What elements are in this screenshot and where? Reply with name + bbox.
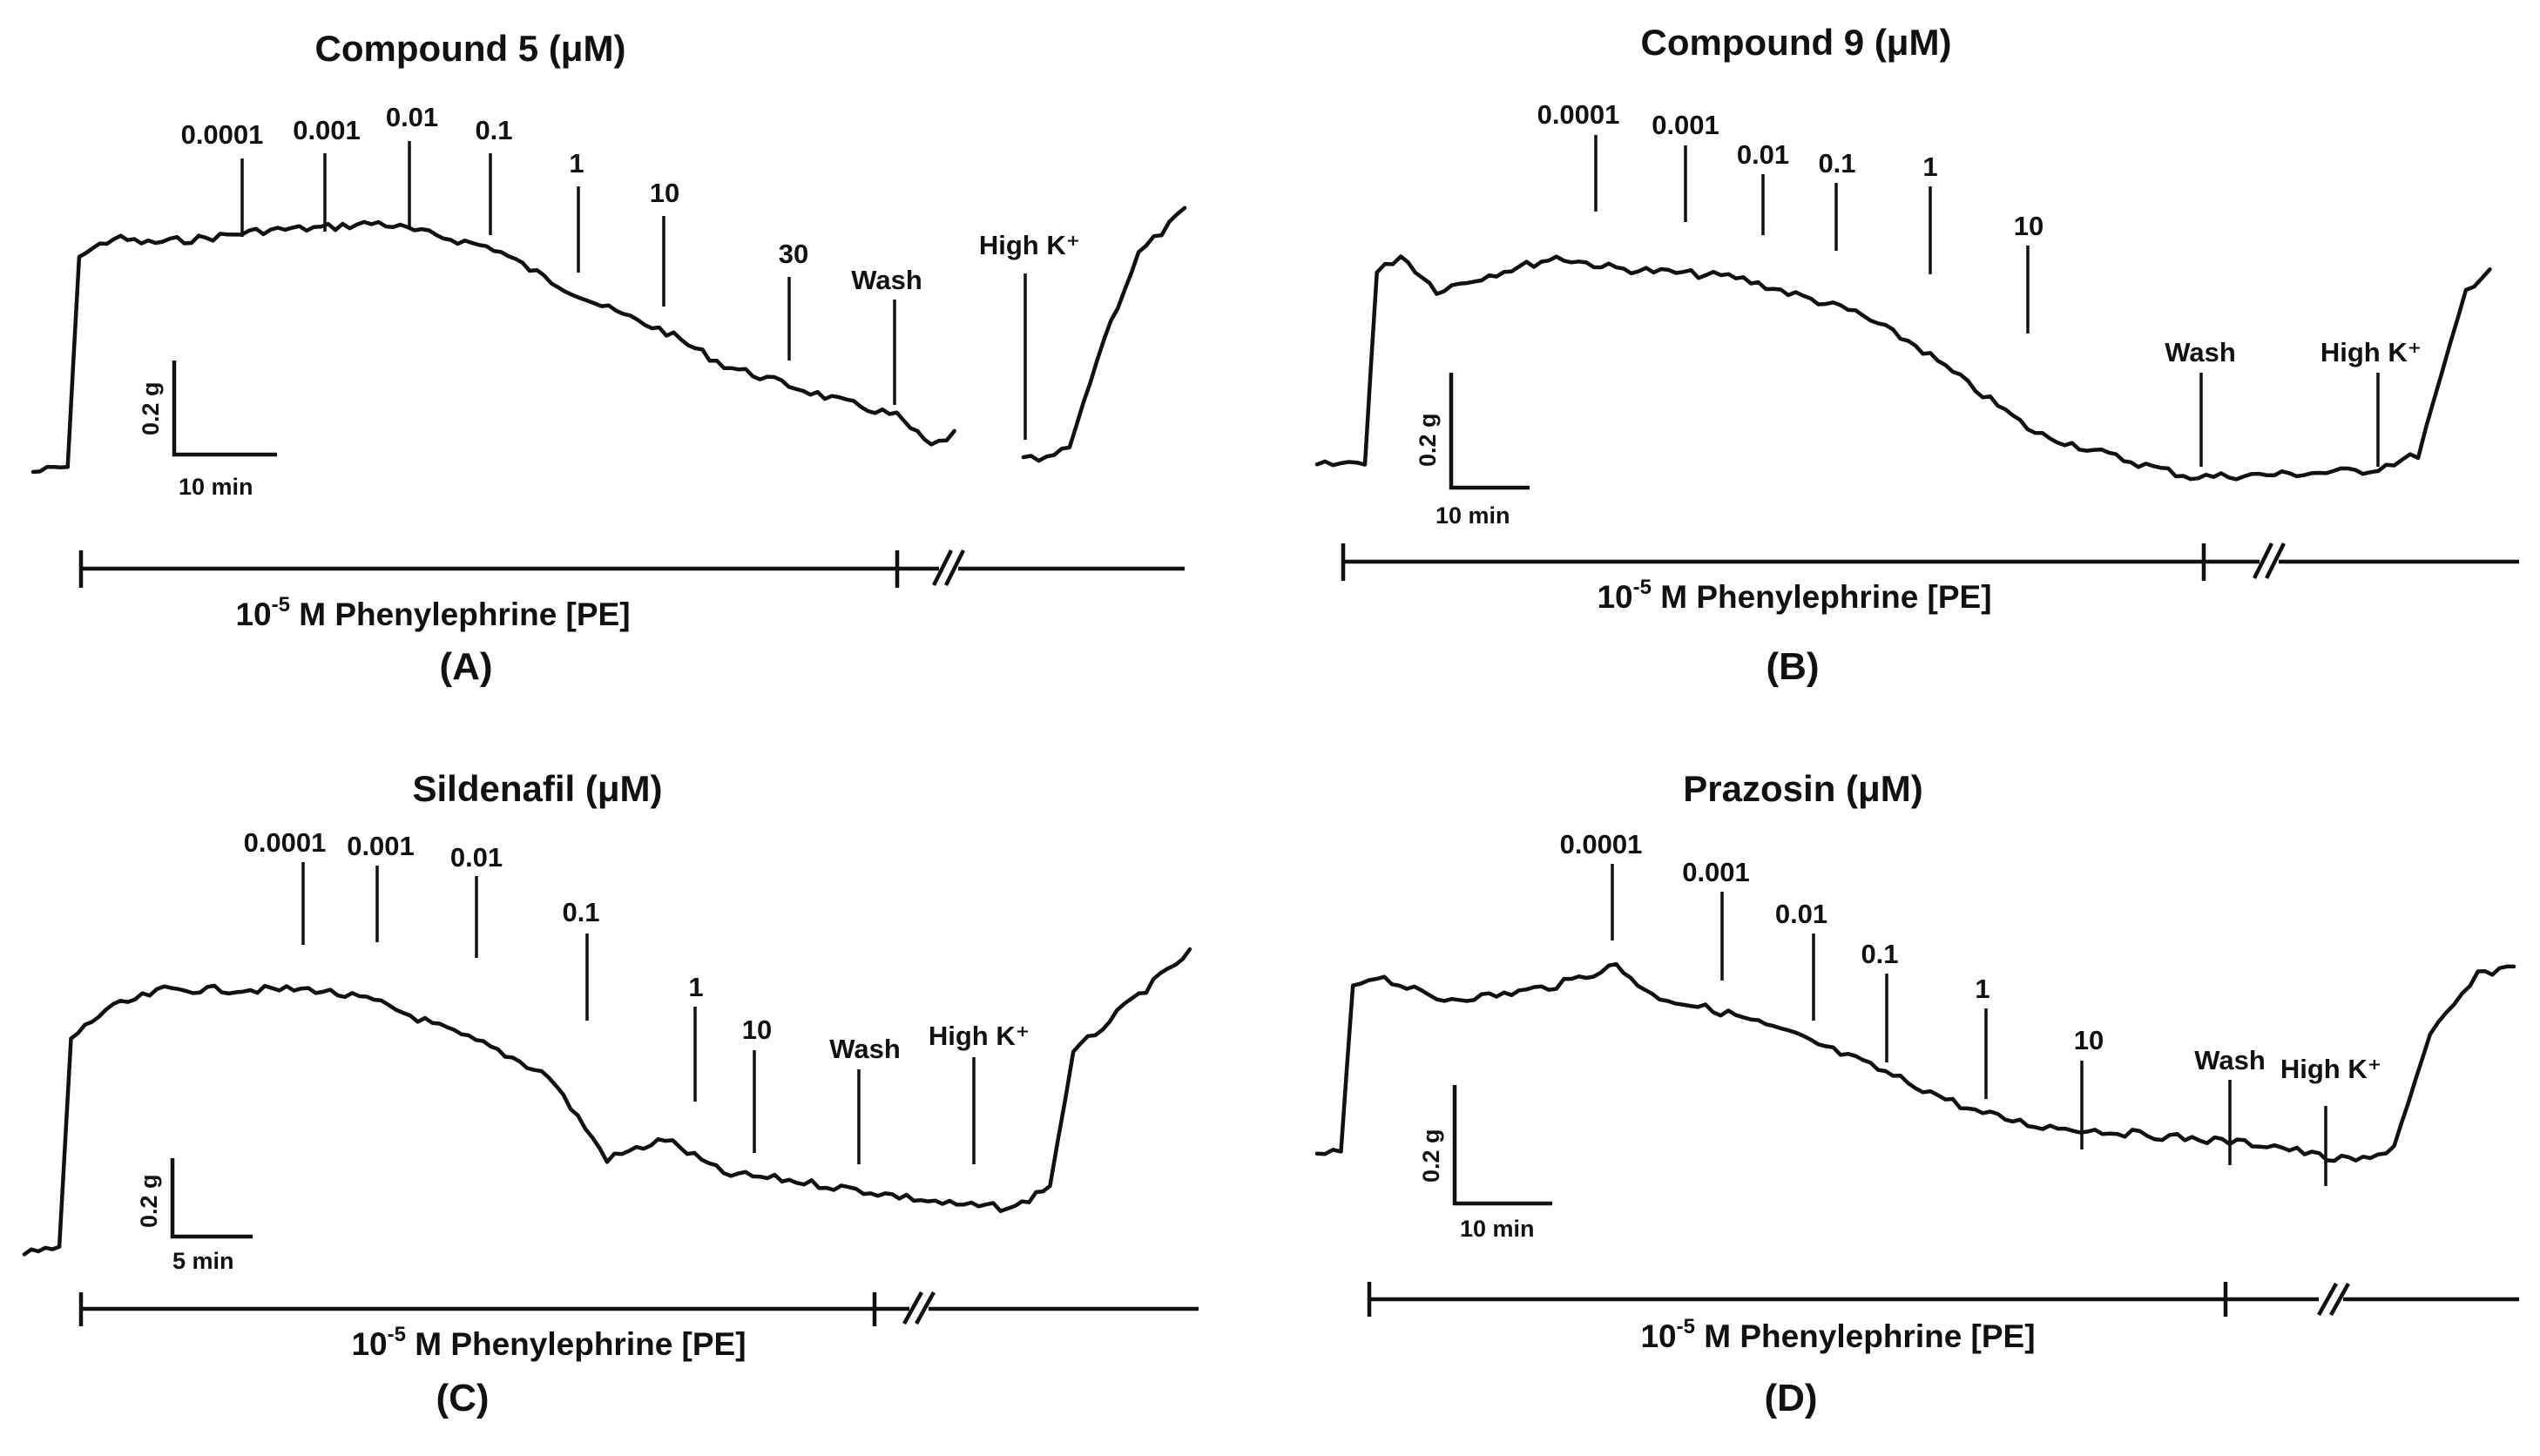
panel-b-dose-label: 0.01 — [1737, 139, 1789, 170]
panel-c-pe-rest: M Phenylephrine [PE] — [406, 1326, 746, 1362]
panel-b-dose-label: 0.0001 — [1537, 99, 1620, 130]
panel-d-wash-label: Wash — [2194, 1045, 2266, 1075]
panel-a-trace — [30, 219, 956, 475]
panel-c-trace — [22, 947, 1192, 1257]
panel-d-pe-exponent: -5 — [1677, 1315, 1695, 1338]
panel-d-axis-break-mark — [2329, 1282, 2350, 1317]
panel-a-dose-label: 1 — [569, 148, 584, 179]
panel-d-dose-label: 0.0001 — [1560, 829, 1643, 859]
panel-c-scale-x-label: 5 min — [172, 1248, 234, 1274]
panel-a-scale-bar — [172, 361, 277, 457]
panel-b-scale-x-label: 10 min — [1436, 502, 1510, 529]
panel-c-axis-break-mark — [902, 1291, 923, 1325]
panel-a-dose-label: 30 — [779, 239, 808, 269]
panel-a-axis-break-mark — [943, 549, 966, 587]
panel-b-scale-bar — [1449, 373, 1530, 490]
panel-c-axis-break-mark — [915, 1291, 936, 1325]
panel-d-trace — [1314, 961, 2516, 1163]
panel-b-high-k-label: High K⁺ — [2320, 337, 2422, 367]
panel-c-high-k-label: High K⁺ — [929, 1021, 1030, 1051]
panel-a-dose-label: 0.0001 — [181, 119, 264, 150]
panel-d-high-k-label: High K⁺ — [2280, 1054, 2381, 1084]
panel-a-label: (A) — [439, 645, 492, 688]
panel-a: Compound 5 (μM) 0.0001 0.001 0.01 0.1 1 … — [30, 28, 1187, 688]
panel-c-dose-label: 0.01 — [450, 842, 503, 873]
panel-b-title: Compound 9 (μM) — [1641, 22, 1952, 63]
panel-b-axis-break-mark — [2264, 542, 2287, 580]
panel-a-dose-label: 10 — [650, 178, 679, 208]
panel-b-wash-label: Wash — [2165, 337, 2236, 367]
panel-a-title: Compound 5 (μM) — [315, 28, 626, 69]
panel-c-dose-label: 0.1 — [562, 897, 599, 927]
panel-d-dose-label: 0.001 — [1682, 857, 1750, 887]
panel-c-dose-label: 0.0001 — [244, 827, 327, 858]
panel-a-axis-break-mark — [931, 549, 954, 587]
panel-b-label: (B) — [1766, 645, 1819, 688]
panel-a-scale-y-label: 0.2 g — [138, 381, 164, 435]
panel-b-pe-rest: M Phenylephrine [PE] — [1652, 579, 1992, 615]
panel-d-dose-label: 0.1 — [1861, 939, 1898, 969]
panel-c-pe-base: 10 — [351, 1326, 387, 1362]
panel-a-scale-x-label: 10 min — [179, 474, 253, 500]
panel-d-scale-x-label: 10 min — [1460, 1216, 1535, 1242]
panel-b-pe-base: 10 — [1597, 579, 1632, 615]
panel-b-axis-break-mark — [2252, 542, 2274, 580]
panel-c-pe-exponent: -5 — [388, 1323, 406, 1346]
panel-a-wash-label: Wash — [851, 265, 922, 295]
panel-a-trace-after-break — [1021, 206, 1187, 463]
panel-b-trace — [1314, 254, 2492, 482]
panel-a-pe-label: 10-5 M Phenylephrine [PE] — [235, 593, 630, 632]
panel-d-title: Prazosin (μM) — [1683, 768, 1922, 809]
panel-d-scale-y-label: 0.2 g — [1418, 1129, 1444, 1183]
panel-c-title: Sildenafil (μM) — [412, 768, 662, 809]
panel-c-scale-bar — [170, 1158, 253, 1239]
panel-a-pe-rest: M Phenylephrine [PE] — [290, 597, 631, 632]
panel-c-wash-label: Wash — [829, 1034, 901, 1064]
panel-c-pe-label: 10-5 M Phenylephrine [PE] — [351, 1323, 746, 1362]
panel-a-dose-label: 0.01 — [386, 102, 438, 132]
panel-b-scale-y-label: 0.2 g — [1415, 413, 1441, 467]
panel-b-pe-label: 10-5 M Phenylephrine [PE] — [1597, 576, 1991, 615]
panel-b-dose-label: 10 — [2014, 211, 2043, 241]
panel-a-dose-label: 0.001 — [293, 115, 361, 145]
panel-d-pe-rest: M Phenylephrine [PE] — [1695, 1318, 2036, 1354]
panel-c-dose-label: 10 — [742, 1014, 772, 1045]
panel-b-dose-label: 1 — [1922, 152, 1937, 182]
panel-a-pe-exponent: -5 — [272, 593, 290, 617]
panel-b-pe-exponent: -5 — [1633, 576, 1652, 599]
panel-d-dose-label: 10 — [2074, 1025, 2104, 1055]
panel-b: Compound 9 (μM) 0.0001 0.001 0.01 0.1 1 … — [1314, 22, 2519, 688]
panel-d-scale-bar — [1452, 1085, 1552, 1206]
panel-d-label: (D) — [1764, 1377, 1817, 1419]
panel-a-high-k-label: High K⁺ — [979, 230, 1080, 260]
panel-a-dose-label: 0.1 — [475, 115, 512, 145]
panel-c-dose-label: 1 — [688, 972, 703, 1002]
panel-b-dose-label: 0.001 — [1652, 110, 1719, 140]
panel-d-dose-label: 0.01 — [1775, 899, 1827, 929]
panel-d-axis-break-mark — [2317, 1282, 2338, 1317]
panel-c-label: (C) — [436, 1377, 489, 1419]
panel-b-dose-label: 0.1 — [1818, 148, 1855, 179]
panel-d-pe-base: 10 — [1640, 1318, 1676, 1354]
panel-c-dose-label: 0.001 — [347, 831, 415, 861]
panel-d-pe-label: 10-5 M Phenylephrine [PE] — [1640, 1315, 2035, 1354]
panel-a-pe-base: 10 — [235, 597, 271, 632]
panel-c-scale-y-label: 0.2 g — [136, 1174, 162, 1228]
panel-c: Sildenafil (μM) 0.0001 0.001 0.01 0.1 1 … — [22, 768, 1199, 1419]
panel-d: Prazosin (μM) 0.0001 0.001 0.01 0.1 1 10… — [1314, 768, 2519, 1419]
panel-d-dose-label: 1 — [1975, 974, 1989, 1004]
